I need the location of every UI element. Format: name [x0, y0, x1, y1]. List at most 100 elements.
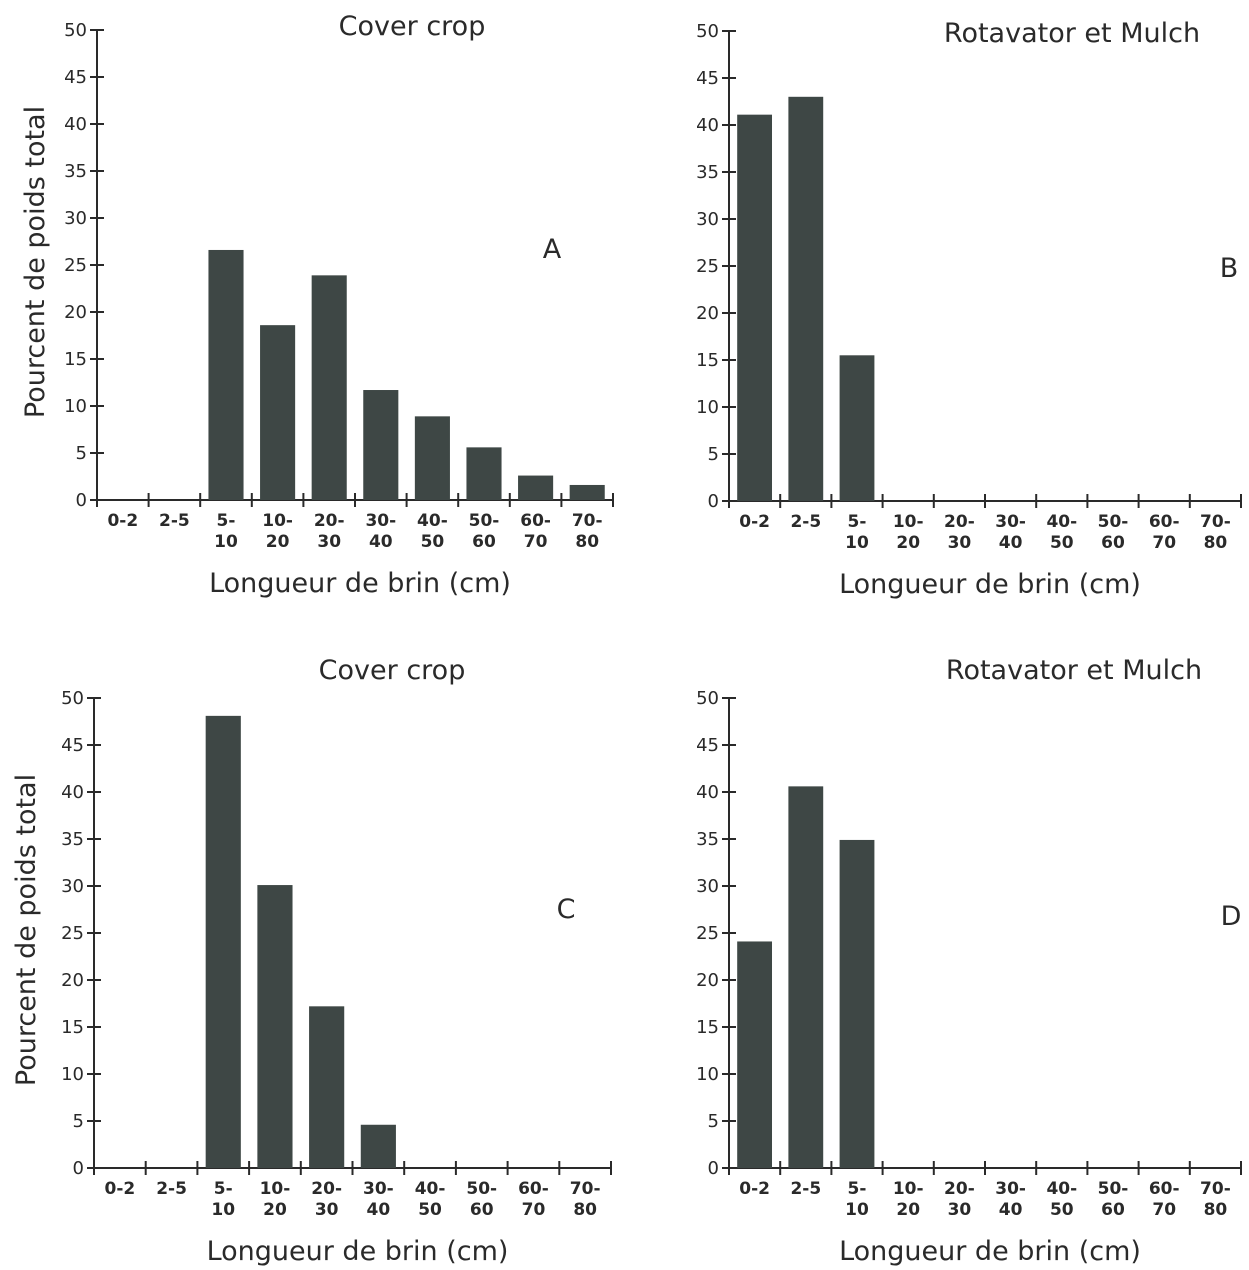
- x-axis-label: Longueur de brin (cm): [207, 1236, 509, 1267]
- panel-title: Rotavator et Mulch: [946, 655, 1202, 686]
- y-tick-label: 30: [64, 208, 87, 229]
- x-tick-label: 60: [1101, 533, 1125, 553]
- x-tick-label: 10: [845, 533, 869, 553]
- x-tick-label: 70-: [1200, 512, 1231, 532]
- x-tick-label: 60: [470, 1200, 494, 1220]
- y-tick-label: 5: [73, 1111, 84, 1132]
- panel-letter: A: [543, 234, 562, 265]
- y-tick-label: 35: [696, 829, 719, 850]
- x-axis-label: Longueur de brin (cm): [839, 569, 1141, 600]
- y-tick-label: 50: [696, 21, 719, 42]
- y-tick-label: 15: [61, 1017, 84, 1038]
- y-axis-label: Pourcent de poids total: [11, 774, 42, 1086]
- x-tick-label: 60-: [520, 511, 551, 531]
- y-tick-label: 25: [61, 923, 84, 944]
- bar: [309, 1006, 345, 1168]
- y-tick-label: 50: [64, 20, 87, 41]
- x-tick-label: 10: [211, 1200, 235, 1220]
- x-tick-label: 0-2: [107, 511, 138, 531]
- x-tick-label: 0-2: [739, 1179, 770, 1199]
- x-tick-label: 5-: [217, 511, 236, 531]
- x-tick-label: 20-: [314, 511, 345, 531]
- x-tick-label: 5-: [848, 1179, 867, 1199]
- x-tick-label: 50: [1050, 533, 1074, 553]
- x-tick-label: 10-: [262, 511, 293, 531]
- x-tick-label: 70: [524, 532, 548, 552]
- bar: [737, 941, 773, 1168]
- y-tick-label: 0: [708, 1158, 719, 1179]
- bar: [839, 355, 875, 501]
- x-tick-label: 20: [896, 1200, 920, 1220]
- x-tick-label: 40: [369, 532, 393, 552]
- y-tick-label: 40: [64, 114, 87, 135]
- y-tick-label: 20: [696, 970, 719, 991]
- y-tick-label: 25: [64, 255, 87, 276]
- y-tick-label: 30: [61, 876, 84, 897]
- y-tick-label: 20: [64, 302, 87, 323]
- x-tick-label: 40: [999, 1200, 1023, 1220]
- y-tick-label: 40: [696, 115, 719, 136]
- bar: [260, 325, 296, 500]
- y-tick-label: 40: [696, 782, 719, 803]
- y-tick-label: 25: [696, 256, 719, 277]
- x-tick-label: 20: [896, 533, 920, 553]
- x-tick-label: 80: [1204, 1200, 1228, 1220]
- y-tick-label: 35: [61, 829, 84, 850]
- y-tick-label: 45: [696, 735, 719, 756]
- y-tick-label: 15: [696, 1017, 719, 1038]
- x-tick-label: 50-: [1098, 1179, 1129, 1199]
- y-axis-label: Pourcent de poids total: [20, 106, 51, 418]
- bar: [569, 484, 605, 500]
- x-tick-label: 40-: [1046, 1179, 1077, 1199]
- bar: [414, 416, 450, 500]
- x-tick-label: 30: [948, 533, 972, 553]
- panel-title: Cover crop: [339, 11, 486, 42]
- y-tick-label: 0: [73, 1158, 84, 1179]
- x-tick-label: 50: [421, 532, 445, 552]
- bar: [466, 447, 502, 500]
- y-tick-label: 25: [696, 923, 719, 944]
- y-tick-label: 10: [64, 396, 87, 417]
- bar: [257, 885, 293, 1168]
- x-tick-label: 60: [472, 532, 496, 552]
- x-tick-label: 80: [573, 1200, 597, 1220]
- panel-letter: C: [557, 894, 576, 925]
- y-tick-label: 10: [696, 1064, 719, 1085]
- x-tick-label: 10: [845, 1200, 869, 1220]
- x-tick-label: 30: [315, 1200, 339, 1220]
- y-tick-label: 50: [61, 688, 84, 709]
- bar: [788, 96, 824, 502]
- x-tick-label: 10: [214, 532, 238, 552]
- y-tick-label: 30: [696, 876, 719, 897]
- x-tick-label: 50: [1050, 1200, 1074, 1220]
- y-tick-label: 20: [696, 303, 719, 324]
- panel-title: Rotavator et Mulch: [944, 18, 1200, 49]
- x-tick-label: 2-5: [156, 1179, 187, 1199]
- x-tick-label: 2-5: [790, 1179, 821, 1199]
- bar: [208, 249, 244, 500]
- y-tick-label: 15: [64, 349, 87, 370]
- x-tick-label: 10-: [893, 1179, 924, 1199]
- bar: [360, 1124, 396, 1168]
- y-tick-label: 35: [64, 161, 87, 182]
- panel-title: Cover crop: [319, 655, 466, 686]
- x-tick-label: 40-: [415, 1179, 446, 1199]
- panel-letter: D: [1221, 901, 1242, 932]
- bar: [737, 114, 773, 501]
- x-tick-label: 70: [1152, 533, 1176, 553]
- x-tick-label: 40-: [417, 511, 448, 531]
- x-tick-label: 30-: [995, 1179, 1026, 1199]
- y-tick-label: 10: [696, 397, 719, 418]
- x-tick-label: 70: [1152, 1200, 1176, 1220]
- y-tick-label: 0: [708, 491, 719, 512]
- x-tick-label: 70-: [572, 511, 603, 531]
- y-tick-label: 10: [61, 1064, 84, 1085]
- y-tick-label: 45: [64, 67, 87, 88]
- panel-letter: B: [1220, 253, 1239, 284]
- x-tick-label: 80: [1204, 533, 1228, 553]
- bar: [205, 715, 241, 1168]
